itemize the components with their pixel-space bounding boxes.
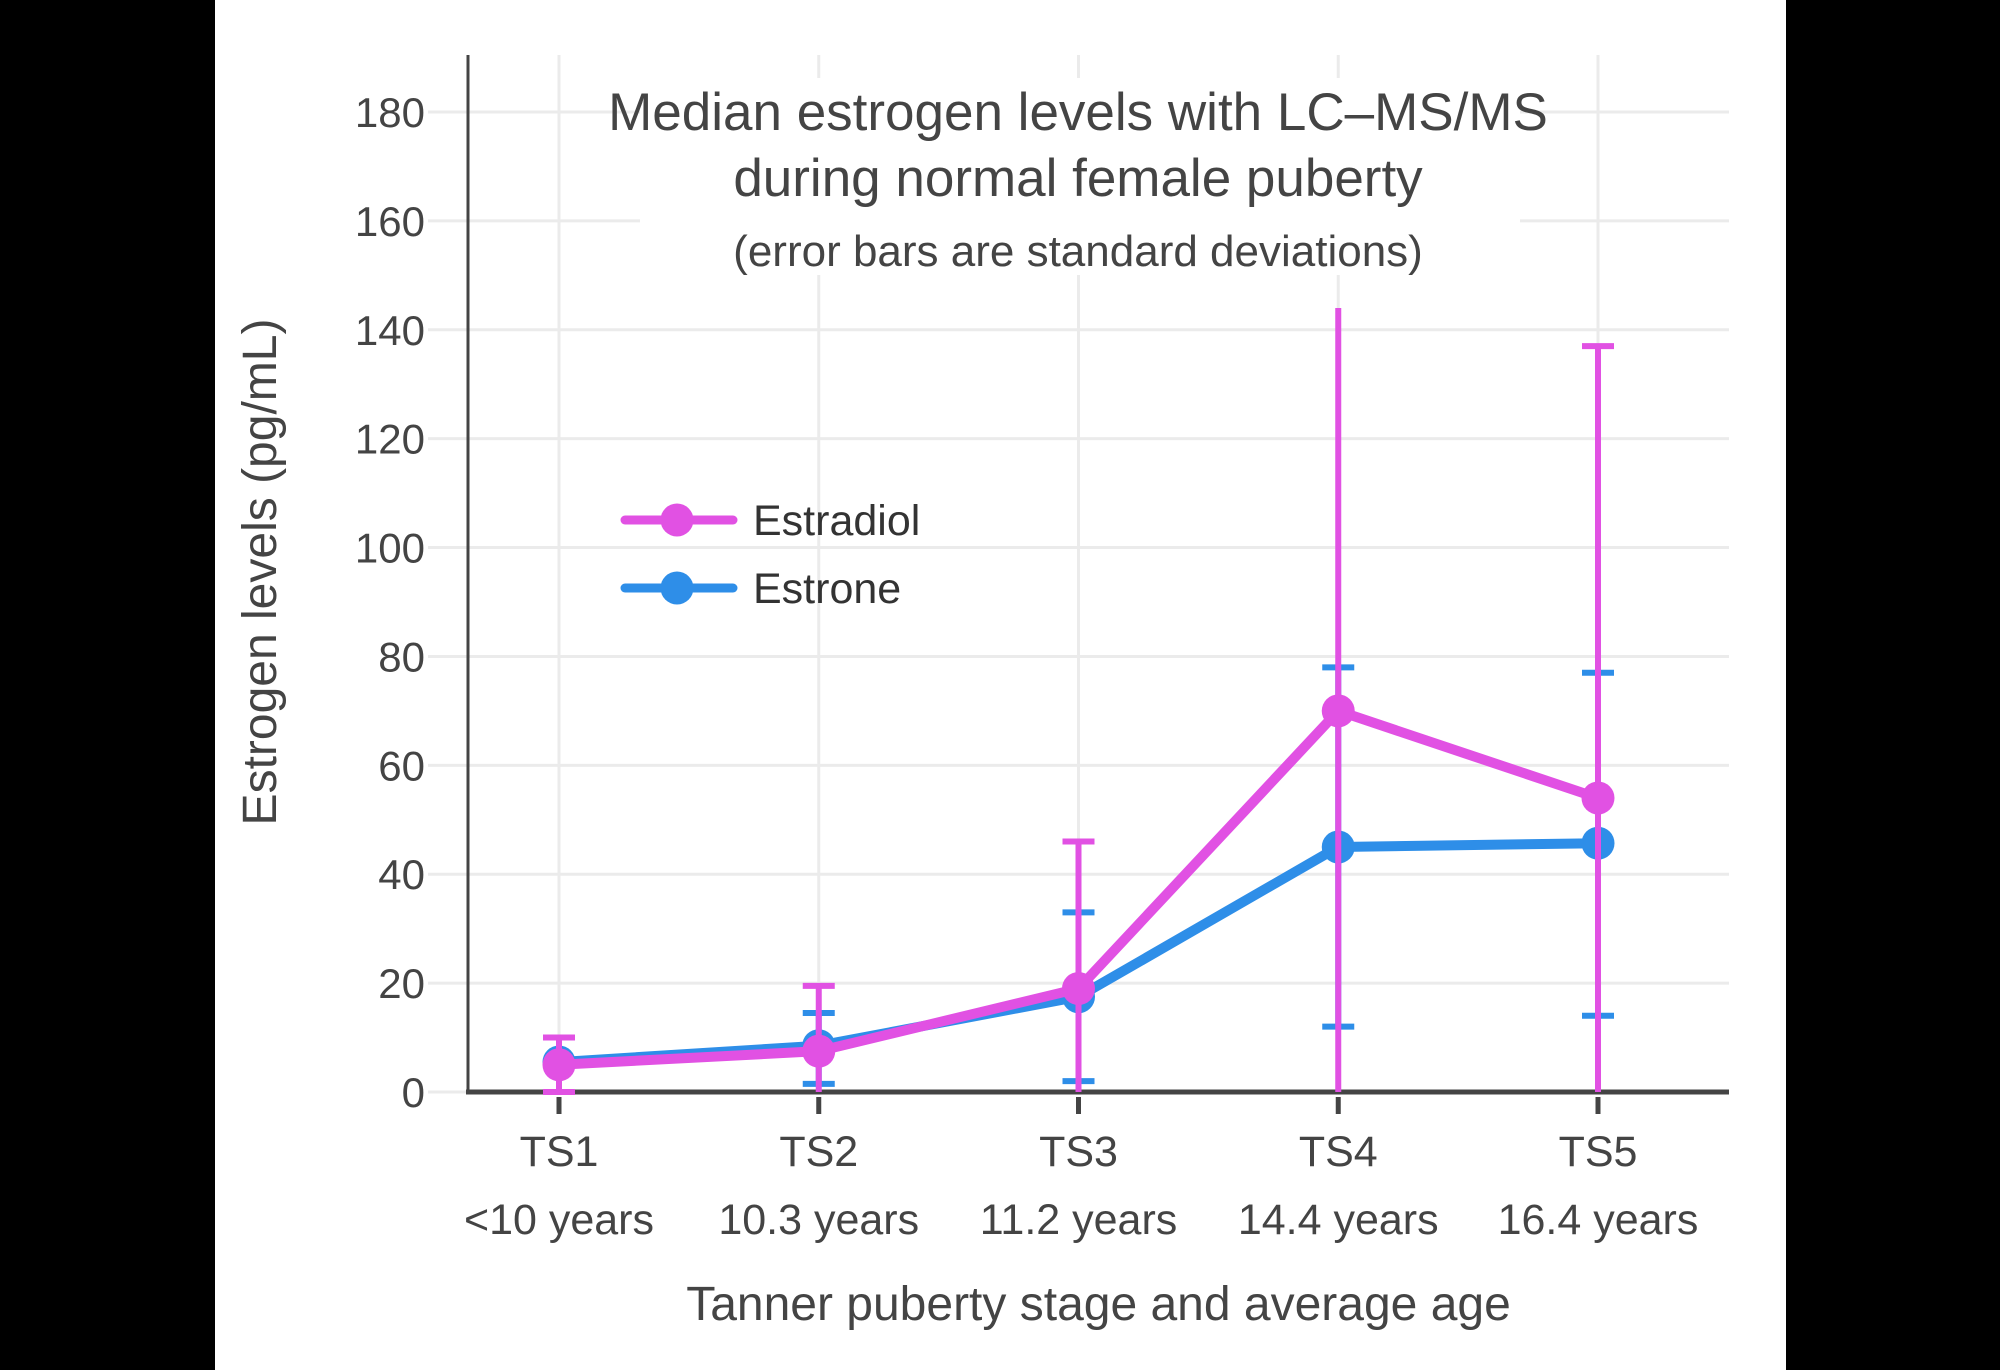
x-age-label-TS2: 10.3 years — [718, 1196, 919, 1244]
y-tick-label-20: 20 — [378, 960, 425, 1007]
x-tick-label-TS1: TS1 — [520, 1128, 599, 1176]
y-axis-title: Estrogen levels (pg/mL) — [234, 319, 287, 826]
y-tick-label-0: 0 — [402, 1069, 425, 1116]
title-backdrop — [640, 78, 1520, 275]
x-axis-title: Tanner puberty stage and average age — [686, 1278, 1511, 1331]
x-tick-label-TS2: TS2 — [779, 1128, 858, 1176]
y-tick-label-100: 100 — [355, 525, 425, 572]
x-age-label-TS3: 11.2 years — [980, 1196, 1178, 1244]
legend-label-estradiol: Estradiol — [753, 497, 920, 545]
legend-marker-estradiol — [660, 503, 694, 537]
x-tick-label-TS5: TS5 — [1559, 1128, 1638, 1176]
y-tick-label-80: 80 — [378, 633, 425, 680]
x-age-label-TS1: <10 years — [464, 1196, 654, 1244]
y-tick-label-60: 60 — [378, 742, 425, 789]
y-tick-label-140: 140 — [355, 307, 425, 354]
y-tick-label-120: 120 — [355, 416, 425, 463]
legend-label-estrone: Estrone — [753, 565, 901, 613]
chart-title-line2: during normal female puberty — [733, 149, 1423, 208]
x-age-label-TS4: 14.4 years — [1238, 1196, 1439, 1244]
y-tick-label-160: 160 — [355, 198, 425, 245]
x-tick-label-TS4: TS4 — [1299, 1128, 1378, 1176]
estradiol-point-TS3 — [1062, 972, 1095, 1006]
y-tick-label-180: 180 — [355, 89, 425, 136]
estradiol-point-TS5 — [1581, 781, 1615, 815]
chart-title-line1: Median estrogen levels with LC–MS/MS — [608, 83, 1548, 142]
y-tick-label-40: 40 — [378, 851, 425, 898]
chart-subtitle: (error bars are standard deviations) — [733, 227, 1423, 276]
estradiol-point-TS2 — [802, 1034, 836, 1068]
x-age-label-TS5: 16.4 years — [1498, 1196, 1699, 1244]
legend-marker-estrone — [660, 571, 694, 605]
estradiol-point-TS4 — [1321, 694, 1355, 728]
estradiol-point-TS1 — [542, 1048, 576, 1082]
x-tick-label-TS3: TS3 — [1039, 1128, 1118, 1176]
